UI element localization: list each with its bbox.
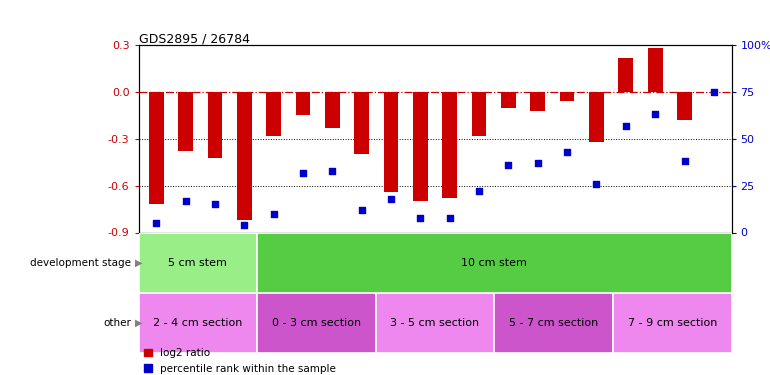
Point: [708, 89, 720, 95]
Text: ▶: ▶: [135, 318, 142, 327]
Point: [267, 211, 280, 217]
Bar: [354, 92, 369, 154]
Legend: log2 ratio, percentile rank within the sample: log2 ratio, percentile rank within the s…: [144, 348, 336, 374]
Bar: [266, 92, 281, 136]
Bar: [296, 92, 310, 116]
Point: [561, 149, 574, 155]
Bar: [648, 48, 662, 92]
Point: [150, 220, 162, 226]
Point: [238, 222, 250, 228]
Text: GDS2895 / 26784: GDS2895 / 26784: [139, 32, 249, 45]
Point: [502, 162, 514, 168]
Bar: [376, 292, 494, 352]
Bar: [413, 92, 427, 201]
Point: [414, 214, 427, 220]
Text: 2 - 4 cm section: 2 - 4 cm section: [153, 318, 243, 327]
Point: [296, 170, 309, 176]
Bar: [257, 292, 376, 352]
Text: ▶: ▶: [135, 258, 142, 267]
Point: [591, 181, 603, 187]
Bar: [325, 92, 340, 128]
Bar: [589, 92, 604, 142]
Point: [678, 158, 691, 164]
Point: [531, 160, 544, 166]
Point: [385, 196, 397, 202]
Text: 5 - 7 cm section: 5 - 7 cm section: [509, 318, 598, 327]
Bar: [560, 92, 574, 101]
Bar: [501, 92, 516, 108]
Bar: [472, 92, 487, 136]
Point: [356, 207, 368, 213]
Bar: [494, 292, 613, 352]
Bar: [237, 92, 252, 220]
Text: other: other: [103, 318, 131, 327]
Text: 0 - 3 cm section: 0 - 3 cm section: [272, 318, 361, 327]
Text: development stage: development stage: [30, 258, 131, 267]
Bar: [383, 92, 398, 192]
Text: 3 - 5 cm section: 3 - 5 cm section: [390, 318, 480, 327]
Bar: [178, 92, 193, 151]
Bar: [677, 92, 692, 120]
Bar: [208, 92, 223, 158]
Point: [444, 214, 456, 220]
Bar: [139, 292, 257, 352]
Point: [473, 188, 485, 194]
Text: 7 - 9 cm section: 7 - 9 cm section: [628, 318, 717, 327]
Point: [209, 201, 221, 207]
Bar: [139, 232, 257, 292]
Bar: [531, 92, 545, 111]
Text: 10 cm stem: 10 cm stem: [461, 258, 527, 267]
Bar: [443, 92, 457, 198]
Text: 5 cm stem: 5 cm stem: [169, 258, 227, 267]
Bar: [613, 292, 732, 352]
Bar: [257, 232, 732, 292]
Point: [649, 111, 661, 117]
Bar: [618, 57, 633, 92]
Point: [620, 123, 632, 129]
Point: [179, 198, 192, 204]
Bar: [149, 92, 163, 204]
Point: [326, 168, 339, 174]
